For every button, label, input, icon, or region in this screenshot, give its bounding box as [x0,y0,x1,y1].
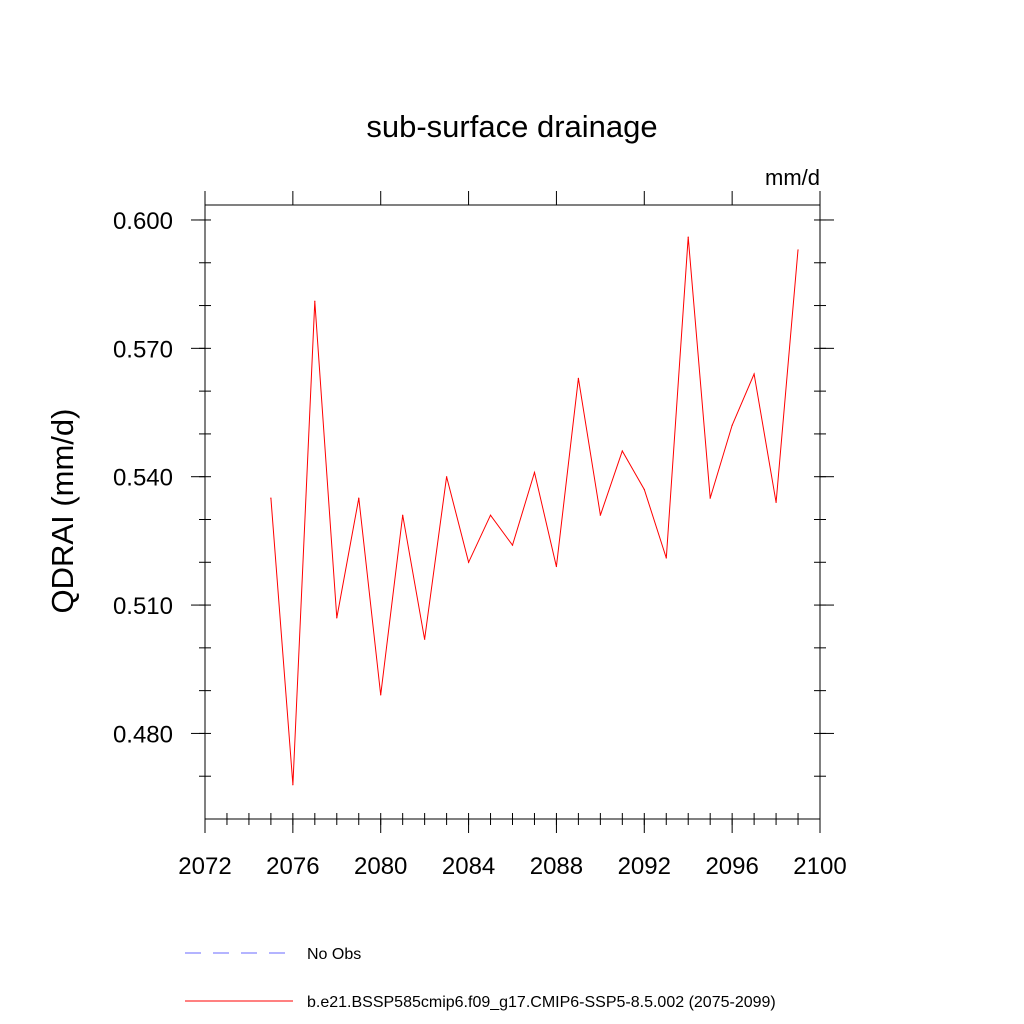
data-point [467,561,470,563]
legend: No Obs b.e21.BSSP585cmip6.f09_g17.CMIP6-S… [185,946,776,1011]
data-point [511,544,514,546]
y-tick-label: 0.600 [113,208,173,235]
data-point [577,377,579,379]
x-tick-label: 2084 [442,853,495,880]
data-point [533,471,536,474]
data-point [292,784,294,786]
legend-label: No Obs [307,946,361,963]
data-point [709,497,711,499]
x-tick-label: 2096 [705,853,758,880]
data-point [380,694,382,696]
data-point [643,488,645,491]
data-point [555,565,558,568]
data-point [665,557,667,559]
y-tick-label: 0.480 [113,721,173,748]
y-axis-ticks: 0.480 0.510 0.540 0.570 0.600 [113,208,834,777]
legend-label: b.e21.BSSP585cmip6.f09_g17.CMIP6-SSP5-8.… [307,994,776,1011]
data-point [358,497,360,499]
data-point [424,638,426,640]
data-point [270,497,272,499]
y-tick-label: 0.570 [113,336,173,363]
x-tick-label: 2072 [178,853,231,880]
x-tick-label: 2080 [354,853,407,880]
data-point [314,300,316,302]
x-tick-label: 2088 [530,853,583,880]
series-layer [270,236,799,786]
data-point [446,476,448,478]
data-point [402,514,404,516]
y-tick-label: 0.540 [113,465,173,492]
data-point [731,424,733,426]
x-axis-ticks: 2072 2076 2080 2084 2088 2092 2096 2100 [178,191,847,880]
data-point [336,617,338,619]
data-point [687,236,689,238]
series-line [270,237,799,785]
data-point [797,249,799,251]
plot-frame [204,204,821,820]
data-point [775,501,777,503]
y-tick-label: 0.510 [113,593,173,620]
x-tick-label: 2100 [793,853,846,880]
data-point [621,450,623,452]
data-point [489,514,492,516]
data-point [753,373,755,375]
x-tick-label: 2076 [266,853,319,880]
y-axis-label: QDRAI (mm/d) [45,409,80,614]
chart-title: sub-surface drainage [366,109,657,144]
x-tick-label: 2092 [618,853,671,880]
data-point [599,514,601,516]
units-label: mm/d [765,165,820,190]
